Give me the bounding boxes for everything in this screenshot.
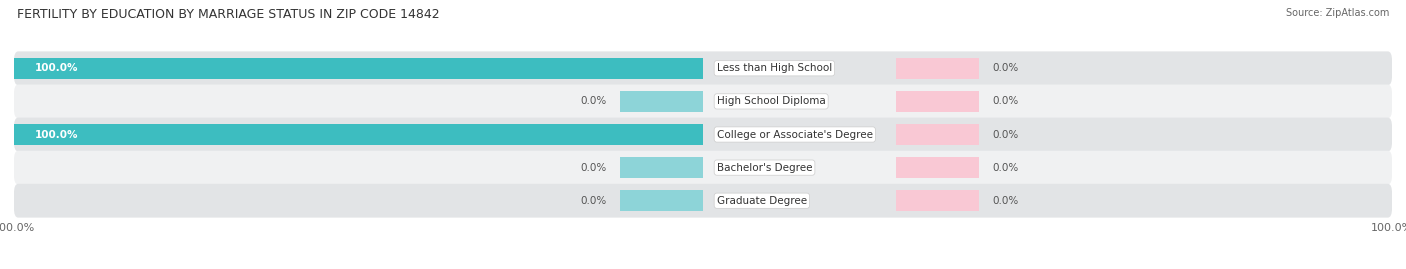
Text: 0.0%: 0.0% [581,96,606,107]
FancyBboxPatch shape [14,151,1392,185]
Text: 100.0%: 100.0% [35,63,79,73]
Text: 100.0%: 100.0% [35,129,79,140]
Text: 0.0%: 0.0% [993,96,1018,107]
FancyBboxPatch shape [14,51,1392,85]
Text: High School Diploma: High School Diploma [717,96,825,107]
Bar [896,124,979,145]
Text: 0.0%: 0.0% [581,196,606,206]
Text: Less than High School: Less than High School [717,63,832,73]
Text: 0.0%: 0.0% [993,196,1018,206]
Text: 0.0%: 0.0% [581,162,606,173]
Text: Bachelor's Degree: Bachelor's Degree [717,162,813,173]
Text: FERTILITY BY EDUCATION BY MARRIAGE STATUS IN ZIP CODE 14842: FERTILITY BY EDUCATION BY MARRIAGE STATU… [17,8,440,21]
Text: Source: ZipAtlas.com: Source: ZipAtlas.com [1285,8,1389,18]
Bar [896,91,979,112]
Bar [620,157,703,178]
Bar [896,190,979,211]
Text: 0.0%: 0.0% [993,129,1018,140]
Bar [14,124,703,145]
FancyBboxPatch shape [14,84,1392,118]
FancyBboxPatch shape [14,118,1392,151]
Text: 0.0%: 0.0% [993,162,1018,173]
Bar [896,157,979,178]
Bar [620,91,703,112]
Text: 0.0%: 0.0% [993,63,1018,73]
FancyBboxPatch shape [14,184,1392,218]
Bar [14,58,703,79]
Bar [620,190,703,211]
Text: College or Associate's Degree: College or Associate's Degree [717,129,873,140]
Text: Graduate Degree: Graduate Degree [717,196,807,206]
Bar [896,58,979,79]
